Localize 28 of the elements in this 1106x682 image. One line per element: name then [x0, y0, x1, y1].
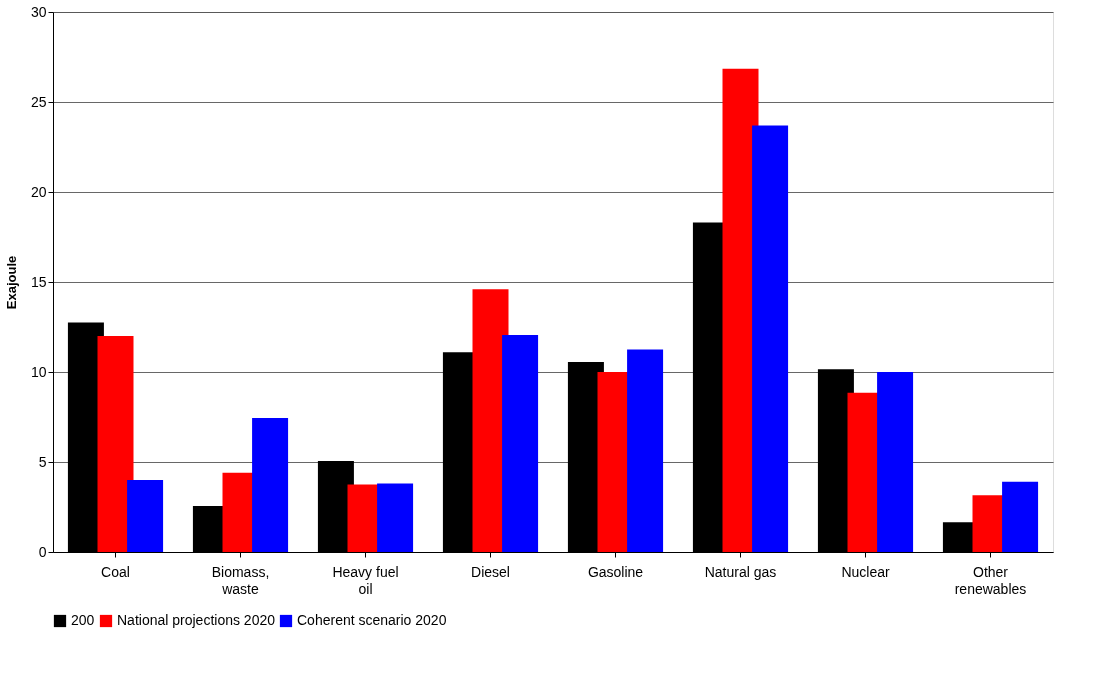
x-tick-label: Biomass, waste	[211, 563, 270, 597]
bar	[752, 125, 789, 552]
y-tick-label: 30	[30, 3, 47, 20]
y-tick-label: 20	[30, 183, 47, 200]
y-axis-title: Exajoule	[3, 255, 19, 310]
x-tick-label: Gasoline	[587, 563, 644, 580]
x-tick-label: Heavy fuel oil	[332, 563, 399, 597]
x-tick-label: Diesel	[471, 563, 510, 580]
bar	[127, 480, 164, 552]
x-tick-label: Coal	[101, 563, 130, 580]
bar	[1002, 481, 1039, 552]
bar	[377, 483, 414, 552]
legend-label: National projections 2020	[117, 612, 276, 628]
y-tick-label: 5	[38, 453, 47, 470]
bar	[877, 372, 914, 552]
bar	[502, 335, 539, 552]
bar	[97, 336, 134, 552]
x-tick-label: Nuclear	[841, 563, 890, 580]
legend-label: Coherent scenario 2020	[297, 612, 447, 628]
legend-label: 200	[71, 612, 95, 628]
y-tick-label: 25	[30, 93, 47, 110]
y-tick-label: 10	[30, 363, 47, 380]
bar	[627, 349, 664, 552]
y-tick-label: 15	[30, 273, 47, 290]
x-tick-label: Natural gas	[704, 563, 777, 580]
bar	[252, 417, 289, 552]
y-tick-label: 0	[38, 543, 47, 560]
x-tick-label: Other renewables	[954, 563, 1027, 597]
